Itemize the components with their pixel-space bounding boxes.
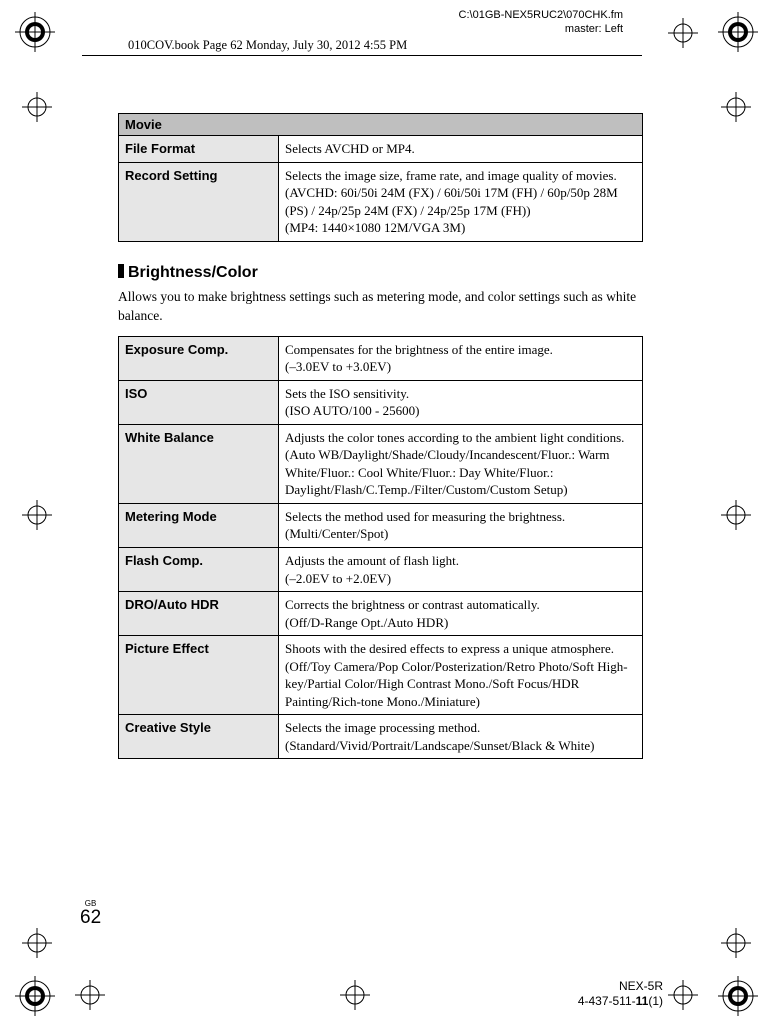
page-num-value: 62 [80, 907, 101, 928]
movie-header: Movie [119, 114, 643, 136]
table-row: Exposure Comp.Compensates for the bright… [119, 336, 643, 380]
master-label: master: Left [459, 22, 623, 36]
setting-desc: Selects the image size, frame rate, and … [279, 162, 643, 241]
setting-label: White Balance [119, 424, 279, 503]
setting-label: Exposure Comp. [119, 336, 279, 380]
regmark-bl [15, 976, 55, 1016]
part-number: 4-437-511-11(1) [578, 994, 663, 1010]
brightness-color-table: Exposure Comp.Compensates for the bright… [118, 336, 643, 760]
table-row: Record Setting Selects the image size, f… [119, 162, 643, 241]
setting-label: Creative Style [119, 715, 279, 759]
footer-model: NEX-5R 4-437-511-11(1) [578, 979, 663, 1010]
table-row: Creative StyleSelects the image processi… [119, 715, 643, 759]
setting-desc: Corrects the brightness or contrast auto… [279, 592, 643, 636]
table-row: DRO/Auto HDRCorrects the brightness or c… [119, 592, 643, 636]
setting-label: Flash Comp. [119, 547, 279, 591]
setting-desc: Selects the image processing method.(Sta… [279, 715, 643, 759]
setting-desc: Shoots with the desired effects to expre… [279, 636, 643, 715]
section-title: Brightness/Color [118, 264, 643, 282]
table-row: Metering ModeSelects the method used for… [119, 503, 643, 547]
table-row: File Format Selects AVCHD or MP4. [119, 136, 643, 163]
file-path: C:\01GB-NEX5RUC2\070CHK.fm [459, 8, 623, 22]
crosshair-br2 [668, 980, 698, 1010]
crosshair-l3 [22, 928, 52, 958]
setting-label: Picture Effect [119, 636, 279, 715]
setting-desc: Adjusts the color tones according to the… [279, 424, 643, 503]
setting-label: Record Setting [119, 162, 279, 241]
header-meta: C:\01GB-NEX5RUC2\070CHK.fm master: Left [459, 8, 623, 37]
table-row: Flash Comp.Adjusts the amount of flash l… [119, 547, 643, 591]
setting-desc: Selects the method used for measuring th… [279, 503, 643, 547]
crosshair-bl2 [75, 980, 105, 1010]
setting-desc: Compensates for the brightness of the en… [279, 336, 643, 380]
table-row: White BalanceAdjusts the color tones acc… [119, 424, 643, 503]
crosshair-r1 [721, 92, 751, 122]
book-info: 010COV.book Page 62 Monday, July 30, 201… [128, 38, 407, 53]
setting-desc: Sets the ISO sensitivity.(ISO AUTO/100 -… [279, 380, 643, 424]
page-content: Movie File Format Selects AVCHD or MP4. … [118, 113, 643, 759]
section-title-text: Brightness/Color [128, 264, 258, 281]
setting-desc: Adjusts the amount of flash light.(–2.0E… [279, 547, 643, 591]
regmark-tr [718, 12, 758, 52]
setting-label: DRO/Auto HDR [119, 592, 279, 636]
crosshair-l2 [22, 500, 52, 530]
table-row: Picture EffectShoots with the desired ef… [119, 636, 643, 715]
crosshair-bc [340, 980, 370, 1010]
title-bar-icon [118, 264, 124, 278]
section-desc: Allows you to make brightness settings s… [118, 288, 643, 326]
crosshair-l1 [22, 92, 52, 122]
setting-desc: Selects AVCHD or MP4. [279, 136, 643, 163]
crosshair-r3 [721, 928, 751, 958]
regmark-tl [15, 12, 55, 52]
page-number: GB 62 [80, 899, 101, 928]
table-row: ISOSets the ISO sensitivity.(ISO AUTO/10… [119, 380, 643, 424]
header-rule [82, 55, 642, 56]
setting-label: ISO [119, 380, 279, 424]
movie-table: Movie File Format Selects AVCHD or MP4. … [118, 113, 643, 242]
model-name: NEX-5R [578, 979, 663, 995]
crosshair-tr2 [668, 18, 698, 48]
setting-label: Metering Mode [119, 503, 279, 547]
regmark-br [718, 976, 758, 1016]
crosshair-r2 [721, 500, 751, 530]
setting-label: File Format [119, 136, 279, 163]
